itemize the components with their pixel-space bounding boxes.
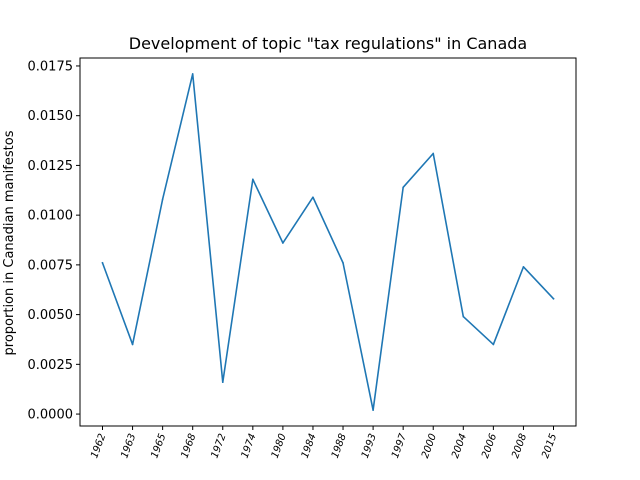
- data-point: [462, 315, 465, 318]
- data-point: [342, 262, 344, 264]
- y-axis: 0.0000 0.0025 0.0050 0.0075 0.0100 0.0125 0.01…: [28, 59, 80, 423]
- y-tick-label: 0.0100: [28, 209, 74, 224]
- y-tick-label: 0.0075: [28, 258, 74, 273]
- data-point: [402, 186, 404, 189]
- x-tick-label: 1988: [330, 432, 349, 460]
- x-axis: 1962 1963 1965 1968 1972 1974 1980 1984 1988 1993…: [89, 426, 559, 460]
- plot-area-frame: [79, 57, 577, 427]
- data-point: [191, 73, 194, 75]
- x-tick-label: 1974: [240, 432, 259, 460]
- x-tick-label: 1963: [119, 432, 138, 460]
- x-tick-label: 2008: [510, 432, 529, 460]
- y-tick-label: 0.0000: [28, 408, 74, 423]
- x-tick-label: 1993: [360, 432, 379, 460]
- data-point: [492, 343, 495, 346]
- y-axis-label: proportion in Canadian manifestos: [2, 130, 17, 355]
- data-point: [552, 297, 555, 300]
- x-tick-label: 2004: [450, 432, 469, 460]
- y-tick-label: 0.0175: [28, 59, 74, 74]
- data-point: [312, 196, 314, 199]
- data-point: [161, 198, 164, 201]
- series-layer: [101, 73, 555, 411]
- data-point: [101, 262, 104, 264]
- y-tick-label: 0.0050: [28, 308, 74, 323]
- series-line: [101, 73, 555, 411]
- y-tick-label: 0.0150: [28, 109, 74, 124]
- data-point: [252, 178, 254, 181]
- x-tick-label: 2000: [420, 432, 439, 460]
- x-tick-label: 1962: [89, 432, 108, 460]
- x-tick-label: 1972: [210, 432, 229, 460]
- data-point: [432, 152, 435, 155]
- data-point: [372, 409, 374, 411]
- data-point: [131, 343, 134, 346]
- x-tick-label: 1965: [149, 432, 168, 460]
- y-tick-label: 0.0025: [28, 358, 74, 373]
- x-tick-label: 1980: [270, 432, 289, 460]
- y-tick-label: 0.0125: [28, 159, 74, 174]
- x-tick-label: 2015: [540, 432, 559, 460]
- x-tick-label: 1968: [179, 432, 198, 460]
- data-point: [221, 381, 224, 384]
- chart-title: Development of topic "tax regulations" i…: [129, 34, 527, 53]
- x-tick-label: 1984: [300, 432, 319, 460]
- x-tick-label: 1997: [390, 432, 409, 460]
- x-tick-label: 2006: [480, 432, 499, 460]
- data-point: [522, 266, 525, 268]
- data-point: [282, 242, 284, 244]
